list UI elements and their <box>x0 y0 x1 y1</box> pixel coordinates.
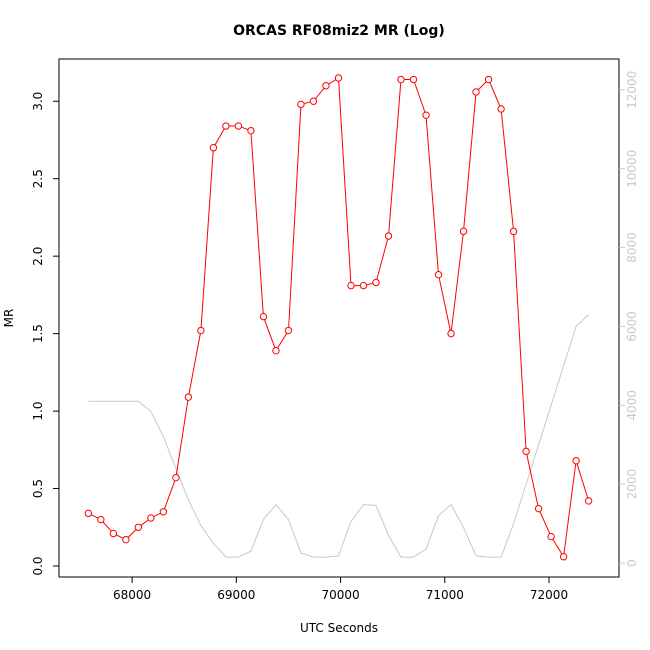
x-axis-label: UTC Seconds <box>300 621 378 635</box>
mr-data-point <box>234 122 243 130</box>
mr-data-point <box>184 393 193 401</box>
y-tick-label-right: 0 <box>625 559 639 567</box>
mr-data-point <box>297 100 305 109</box>
mr-data-point <box>397 75 405 84</box>
y-tick-label-left: 0.5 <box>31 479 45 498</box>
y-tick-label-right: 8000 <box>625 232 639 263</box>
x-tick-label: 71000 <box>426 588 464 602</box>
y-tick-label-right: 2000 <box>625 469 639 500</box>
y-tick-label-left: 1.5 <box>31 324 45 343</box>
mr-data-point <box>547 532 555 541</box>
mr-data-point <box>309 97 318 105</box>
mr-data-point <box>84 509 93 518</box>
mr-data-point <box>359 281 368 290</box>
y-axis-right: 0 2000 4000 6000 8000 10000 12000 <box>619 71 639 567</box>
mr-data-point <box>122 535 130 544</box>
mr-data-point <box>147 514 155 522</box>
y-axis-label: MR <box>2 309 16 328</box>
y-tick-label-right: 12000 <box>625 71 639 109</box>
y-axis-left: 0.0 0.5 1.0 1.5 2.0 2.5 3.0 <box>31 92 59 576</box>
y-tick-label-right: 4000 <box>625 390 639 421</box>
x-tick-label: 70000 <box>321 588 359 602</box>
y-tick-label-right: 10000 <box>625 150 639 188</box>
mr-data-point <box>159 508 168 516</box>
mr-data-point <box>284 326 293 335</box>
mr-data-point <box>509 227 518 236</box>
mr-data-point <box>97 515 105 524</box>
mr-data-point <box>347 281 355 290</box>
y-tick-label-left: 2.5 <box>31 169 45 188</box>
mr-data-point <box>109 529 118 538</box>
mr-data-point <box>459 227 468 236</box>
y-tick-label-left: 0.0 <box>31 556 45 575</box>
mr-data-point <box>572 456 580 465</box>
mr-data-point <box>259 312 268 321</box>
mr-data-point <box>247 126 255 135</box>
x-tick-label: 68000 <box>113 588 151 602</box>
mr-data-point <box>384 232 393 240</box>
mr-data-point <box>334 74 343 82</box>
y-tick-label-left: 3.0 <box>31 92 45 111</box>
mr-data-point <box>584 497 593 505</box>
x-axis: 68000 69000 70000 71000 72000 <box>113 577 568 602</box>
y-tick-label-right: 6000 <box>625 311 639 342</box>
x-tick-label: 69000 <box>217 588 255 602</box>
y-tick-label-left: 1.0 <box>31 402 45 421</box>
plot-frame <box>58 58 620 578</box>
series-layer <box>84 74 593 561</box>
x-tick-label: 72000 <box>530 588 568 602</box>
mr-series-line <box>88 77 590 559</box>
mr-data-point <box>447 329 455 338</box>
mr-data-point <box>497 105 505 113</box>
mr-data-point <box>172 473 180 482</box>
mr-data-point <box>559 553 568 561</box>
chart-title: ORCAS RF08miz2 MR (Log) <box>233 23 445 39</box>
mr-data-point <box>272 346 280 355</box>
mr-data-point <box>484 75 493 84</box>
mr-data-point <box>409 75 418 84</box>
y-tick-label-left: 2.0 <box>31 247 45 266</box>
mr-data-point <box>422 111 430 119</box>
mr-data-point <box>434 271 443 279</box>
mr-data-point <box>522 447 530 456</box>
mr-data-point <box>322 82 330 90</box>
mr-data-point <box>197 326 205 335</box>
mr-data-point <box>134 523 143 531</box>
mr-data-point <box>372 278 380 287</box>
mr-data-point <box>472 88 480 96</box>
mr-data-point <box>534 504 543 513</box>
altitude-series-line <box>88 314 589 558</box>
mr-data-point <box>222 122 230 130</box>
mr-data-point <box>209 144 218 152</box>
